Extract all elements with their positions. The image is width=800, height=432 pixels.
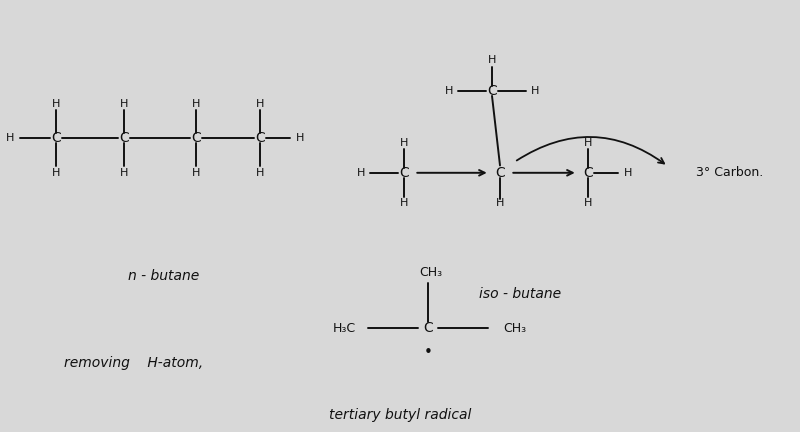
Text: H: H [256,168,264,178]
Text: C: C [487,84,497,98]
Text: H: H [584,137,592,148]
Text: H: H [52,168,60,178]
Text: C: C [119,131,129,145]
Text: H: H [400,137,408,148]
Text: CH₃: CH₃ [419,266,442,279]
Text: C: C [423,321,433,335]
Text: C: C [583,166,593,180]
Text: C: C [191,131,201,145]
Text: H₃C: H₃C [333,322,355,335]
Text: H: H [584,198,592,208]
Text: H: H [531,86,539,96]
Text: H: H [488,55,496,66]
Text: C: C [399,166,409,180]
Text: iso - butane: iso - butane [479,287,561,301]
Text: H: H [445,86,453,96]
Text: CH₃: CH₃ [503,322,526,335]
Text: •: • [423,345,433,359]
Text: C: C [495,166,505,180]
Text: H: H [192,98,200,109]
Text: H: H [6,133,14,143]
Text: H: H [120,98,128,109]
Text: H: H [296,133,304,143]
Text: H: H [120,168,128,178]
Text: n - butane: n - butane [128,270,199,283]
Text: H: H [400,198,408,208]
Text: H: H [192,168,200,178]
Text: C: C [255,131,265,145]
Text: removing    H-atom,: removing H-atom, [64,356,203,370]
Text: C: C [51,131,61,145]
Text: H: H [256,98,264,109]
Text: H: H [357,168,365,178]
Text: 3° Carbon.: 3° Carbon. [696,166,763,179]
Text: H: H [496,198,504,208]
Text: H: H [52,98,60,109]
Text: tertiary butyl radical: tertiary butyl radical [329,408,471,422]
Text: H: H [624,168,632,178]
